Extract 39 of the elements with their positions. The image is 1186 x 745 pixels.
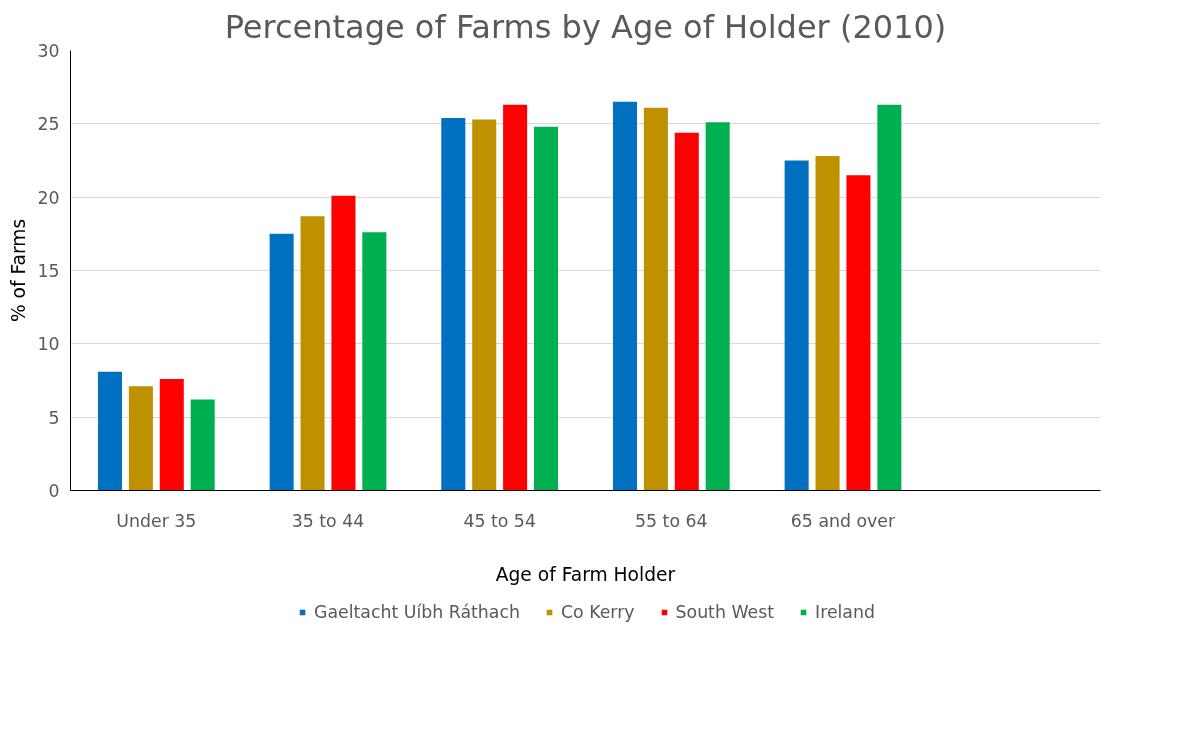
y-tick-label: 20 [37, 187, 60, 208]
x-tick-label: Under 35 [116, 510, 197, 531]
bar [705, 122, 730, 491]
bar [612, 101, 637, 491]
legend-label: South West [675, 602, 775, 622]
x-tick-label: 45 to 54 [463, 510, 536, 531]
bar [674, 132, 699, 491]
bar [300, 216, 325, 491]
bar [846, 175, 871, 491]
bar [877, 104, 902, 491]
bar [534, 126, 559, 491]
legend-label: Ireland [815, 602, 875, 622]
y-tick-label: 30 [37, 41, 60, 61]
bar [269, 233, 294, 491]
bar [784, 160, 809, 491]
y-axis-title: % of Farms [8, 218, 30, 323]
y-tick-label: 15 [37, 261, 60, 281]
y-tick-label: 25 [37, 114, 60, 135]
chart-title: Percentage of Farms by Age of Holder (2010) [224, 7, 947, 46]
bar [472, 119, 497, 491]
x-tick-label: 65 and over [790, 510, 897, 531]
bar [331, 195, 356, 491]
y-tick-label: 5 [48, 407, 60, 428]
x-tick-label: 55 to 64 [635, 510, 708, 531]
bar [643, 107, 668, 491]
bar [128, 386, 153, 491]
legend-label: Co Kerry [560, 602, 635, 622]
bar [441, 117, 466, 491]
y-tick-label: 10 [37, 334, 60, 355]
bar [190, 399, 215, 491]
x-axis-title: Age of Farm Holder [495, 563, 676, 585]
bar [159, 379, 184, 491]
bar [97, 371, 122, 491]
legend-label: Gaeltacht Uíbh Ráthach [314, 602, 520, 622]
bar [815, 156, 840, 491]
bar [503, 104, 528, 491]
x-tick-label: 35 to 44 [291, 510, 365, 531]
bar [362, 232, 387, 491]
y-tick-label: 0 [48, 481, 60, 501]
